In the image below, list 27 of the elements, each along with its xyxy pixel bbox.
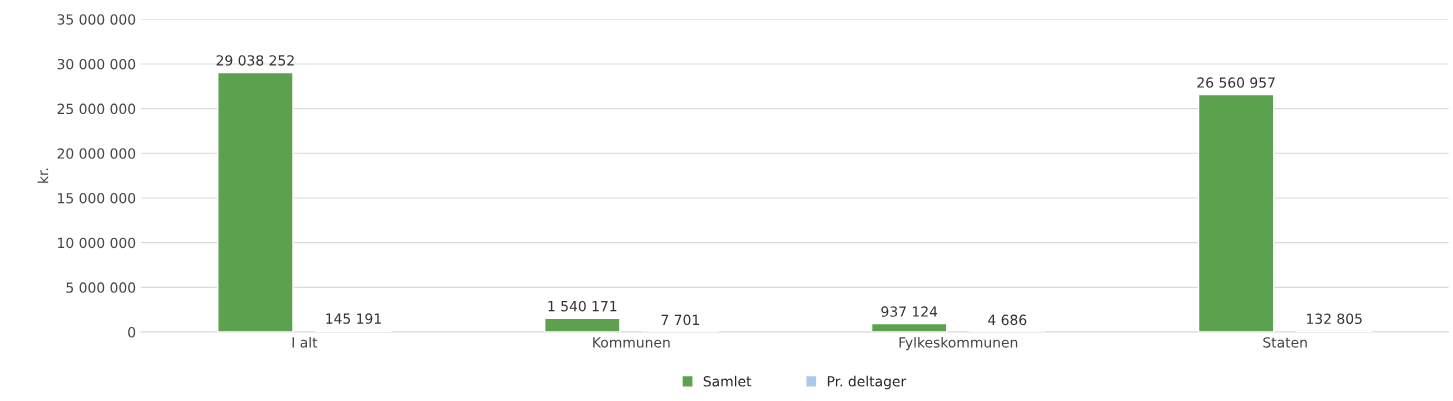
x-tick-label: I alt <box>292 336 318 348</box>
y-axis-title: kr. <box>37 168 49 183</box>
y-tick-label: 25 000 000 <box>57 103 136 115</box>
bar <box>870 322 948 333</box>
y-tick-label: 20 000 000 <box>57 148 136 159</box>
bar <box>1197 93 1275 333</box>
x-tick-label: Fylkeskommunen <box>899 336 1018 351</box>
data-label: 145 191 <box>326 313 381 324</box>
legend-label: Pr. deltager <box>827 375 907 390</box>
bar <box>217 71 294 333</box>
data-label: 29 038 252 <box>216 55 294 66</box>
legend-label: Samlet <box>703 375 752 387</box>
x-tick-label: Staten <box>1263 337 1307 348</box>
data-label: 937 124 <box>881 306 938 317</box>
y-tick-label: 35 000 000 <box>57 14 136 25</box>
y-tick-label: 5 000 000 <box>66 282 136 293</box>
y-tick-label: 10 000 000 <box>58 237 136 249</box>
data-label: 132 805 <box>1307 313 1362 324</box>
bar <box>543 317 621 333</box>
x-tick-label: Kommunen <box>593 337 670 348</box>
data-label: 1 540 171 <box>548 300 617 312</box>
y-tick-label: 15 000 000 <box>58 192 136 204</box>
y-tick-label: 30 000 000 <box>57 58 136 70</box>
data-label: 7 701 <box>661 314 699 326</box>
data-label: 4 686 <box>988 314 1027 326</box>
data-label: 26 560 957 <box>1197 77 1275 88</box>
y-tick-label: 0 <box>128 327 136 338</box>
